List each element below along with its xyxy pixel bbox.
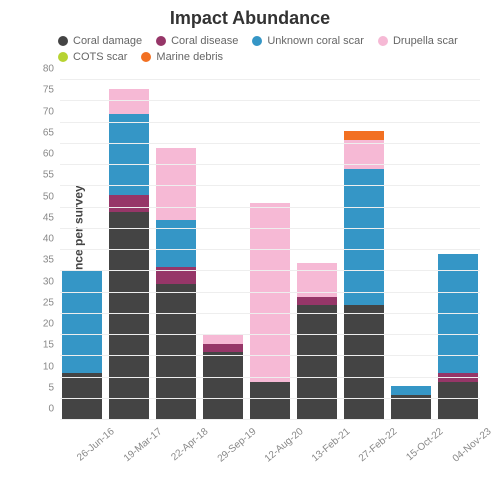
bar-segment xyxy=(156,284,196,420)
y-tick-label: 40 xyxy=(43,234,60,245)
y-tick-label: 75 xyxy=(43,85,60,96)
bar-column: 12-Aug-20 xyxy=(250,80,290,420)
x-tick-label: 27-Feb-22 xyxy=(352,420,400,464)
bar-segment xyxy=(62,373,102,420)
bar-segment xyxy=(344,305,384,420)
grid-line xyxy=(60,185,480,186)
legend: Coral damage Coral disease Unknown coral s… xyxy=(0,29,500,67)
bar-segment xyxy=(62,271,102,373)
bar-segment xyxy=(203,335,243,344)
legend-item: Drupella scar xyxy=(378,35,458,47)
bar-segment xyxy=(297,305,337,420)
legend-label: COTS scar xyxy=(73,51,127,63)
bar-column: 27-Feb-22 xyxy=(344,80,384,420)
grid-line xyxy=(60,419,480,420)
bar-segment xyxy=(391,386,431,395)
bar-segment xyxy=(203,344,243,353)
grid-line xyxy=(60,355,480,356)
x-tick-label: 29-Sep-19 xyxy=(210,420,258,465)
legend-item: Coral damage xyxy=(58,35,142,47)
y-tick-label: 15 xyxy=(43,340,60,351)
grid-line xyxy=(60,143,480,144)
bar-segment xyxy=(156,148,196,220)
x-tick-label: 04-Nov-23 xyxy=(446,420,494,465)
legend-label: Unknown coral scar xyxy=(267,35,364,47)
plot-area: 26-Jun-1619-Mar-1722-Apr-1829-Sep-1912-A… xyxy=(60,80,480,420)
grid-line xyxy=(60,79,480,80)
bar-segment xyxy=(109,195,149,212)
y-tick-label: 80 xyxy=(43,64,60,75)
bar-column: 26-Jun-16 xyxy=(62,80,102,420)
y-tick-label: 60 xyxy=(43,149,60,160)
legend-swatch xyxy=(378,36,388,46)
legend-label: Coral disease xyxy=(171,35,238,47)
bars-container: 26-Jun-1619-Mar-1722-Apr-1829-Sep-1912-A… xyxy=(60,80,480,420)
bar-segment xyxy=(109,114,149,195)
x-tick-label: 15-Oct-22 xyxy=(399,420,445,463)
x-tick-label: 22-Apr-18 xyxy=(164,420,210,463)
bar-segment xyxy=(344,169,384,305)
y-tick-label: 55 xyxy=(43,170,60,181)
y-tick-label: 65 xyxy=(43,127,60,138)
legend-item: Unknown coral scar xyxy=(252,35,364,47)
y-tick-label: 50 xyxy=(43,191,60,202)
y-tick-label: 10 xyxy=(43,361,60,372)
legend-swatch xyxy=(141,52,151,62)
x-tick-label: 13-Feb-21 xyxy=(305,420,353,464)
legend-label: Marine debris xyxy=(156,51,223,63)
legend-swatch xyxy=(252,36,262,46)
x-tick-label: 19-Mar-17 xyxy=(116,420,164,464)
grid-line xyxy=(60,398,480,399)
bar-column: 13-Feb-21 xyxy=(297,80,337,420)
bar-column: 29-Sep-19 xyxy=(203,80,243,420)
legend-label: Drupella scar xyxy=(393,35,458,47)
bar-segment xyxy=(438,373,478,382)
impact-abundance-chart: Impact Abundance Coral damage Coral disea… xyxy=(0,0,500,500)
grid-line xyxy=(60,122,480,123)
y-tick-label: 35 xyxy=(43,255,60,266)
grid-line xyxy=(60,377,480,378)
grid-line xyxy=(60,292,480,293)
bar-column: 04-Nov-23 xyxy=(438,80,478,420)
bar-segment xyxy=(203,352,243,420)
bar-column: 19-Mar-17 xyxy=(109,80,149,420)
x-tick-label: 12-Aug-20 xyxy=(258,420,306,465)
bar-column: 15-Oct-22 xyxy=(391,80,431,420)
y-tick-label: 70 xyxy=(43,106,60,117)
grid-line xyxy=(60,164,480,165)
y-tick-label: 5 xyxy=(48,382,60,393)
grid-line xyxy=(60,249,480,250)
grid-line xyxy=(60,100,480,101)
legend-item: COTS scar xyxy=(58,51,127,63)
legend-item: Coral disease xyxy=(156,35,238,47)
y-tick-label: 0 xyxy=(48,404,60,415)
legend-swatch xyxy=(156,36,166,46)
y-tick-label: 30 xyxy=(43,276,60,287)
bar-segment xyxy=(109,89,149,115)
x-tick-label: 26-Jun-16 xyxy=(70,420,117,464)
grid-line xyxy=(60,207,480,208)
grid-line xyxy=(60,270,480,271)
grid-line xyxy=(60,313,480,314)
grid-line xyxy=(60,228,480,229)
legend-label: Coral damage xyxy=(73,35,142,47)
bar-segment xyxy=(344,131,384,140)
legend-swatch xyxy=(58,36,68,46)
y-tick-label: 20 xyxy=(43,319,60,330)
bar-segment xyxy=(297,297,337,306)
legend-swatch xyxy=(58,52,68,62)
y-tick-label: 45 xyxy=(43,212,60,223)
grid-line xyxy=(60,334,480,335)
bar-segment xyxy=(250,382,290,420)
legend-item: Marine debris xyxy=(141,51,223,63)
y-tick-label: 25 xyxy=(43,297,60,308)
chart-title: Impact Abundance xyxy=(0,0,500,29)
bar-column: 22-Apr-18 xyxy=(156,80,196,420)
bar-segment xyxy=(438,382,478,420)
bar-segment xyxy=(109,212,149,420)
